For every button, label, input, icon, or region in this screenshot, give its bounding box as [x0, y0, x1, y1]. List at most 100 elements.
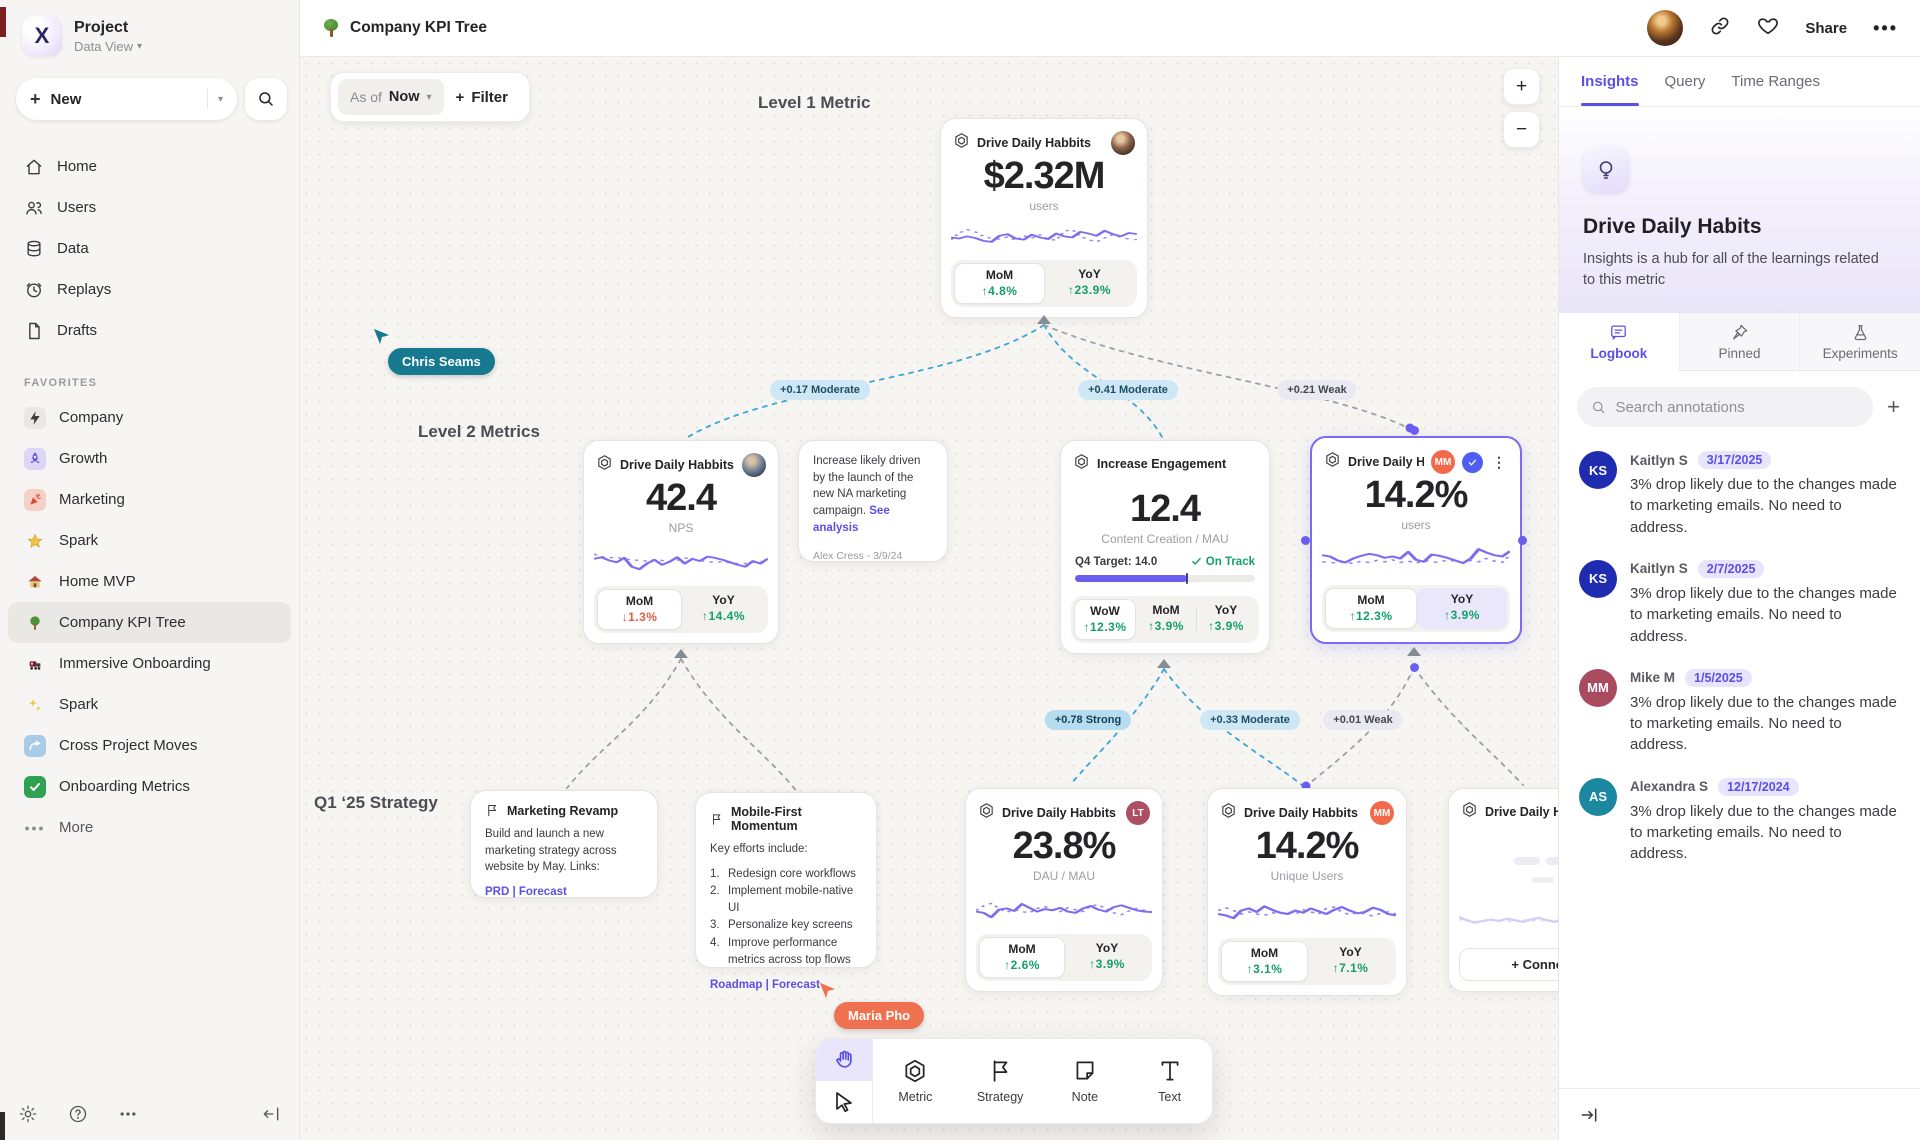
favorite-item-home-mvp[interactable]: Home MVP: [8, 561, 291, 602]
stat-wow[interactable]: WoW ↑12.3%: [1074, 599, 1136, 640]
metric-card-unique-users[interactable]: Drive Daily Habbits MM 14.2% Unique User…: [1207, 788, 1407, 996]
stat-mom[interactable]: MoM ↓1.3%: [597, 589, 682, 630]
chevron-down-icon[interactable]: ▾: [217, 93, 223, 105]
metric-card-dau-mau[interactable]: Drive Daily Habbits LT 23.8% DAU / MAU M…: [965, 788, 1163, 992]
favorite-item-growth[interactable]: Growth: [8, 438, 291, 479]
selection-handle[interactable]: [1410, 663, 1419, 672]
user-avatar[interactable]: [1647, 10, 1684, 46]
annotation-item[interactable]: AS Alexandra S 12/17/2024 3% drop likely …: [1579, 777, 1900, 865]
collaborator-badge[interactable]: LT: [1126, 801, 1150, 825]
metric-tool-button[interactable]: Metric: [873, 1039, 958, 1123]
tab-insights[interactable]: Insights: [1581, 57, 1639, 106]
help-icon[interactable]: [68, 1104, 88, 1124]
collapse-sidebar-icon[interactable]: [261, 1104, 281, 1124]
stat-mom[interactable]: MoM ↑2.6%: [979, 937, 1065, 978]
sidebar-item-data[interactable]: Data: [8, 228, 291, 269]
subtab-logbook[interactable]: Logbook: [1559, 313, 1679, 372]
select-tool-button[interactable]: [816, 1081, 872, 1123]
annotation-date-badge[interactable]: 2/7/2025: [1697, 559, 1765, 578]
collapse-children-toggle[interactable]: [1407, 647, 1421, 656]
stat-yoy[interactable]: YoY ↑7.1%: [1332, 945, 1369, 975]
collaborator-badge[interactable]: MM: [1431, 450, 1455, 474]
metric-card-drive-daily-habbits-l1[interactable]: Drive Daily Habbits $2.32M users MoM ↑4.8…: [940, 118, 1148, 318]
subtab-experiments[interactable]: Experiments: [1799, 313, 1920, 372]
share-button[interactable]: Share: [1805, 19, 1848, 37]
strategy-links[interactable]: Roadmap | Forecast: [710, 979, 820, 992]
favorite-item-onboarding-metrics[interactable]: Onboarding Metrics: [8, 766, 291, 807]
selection-handle[interactable]: [1301, 536, 1310, 545]
collapse-panel-icon[interactable]: [1579, 1105, 1599, 1125]
note-card-campaign[interactable]: Increase likely driven by the launch of …: [798, 440, 948, 562]
selection-handle[interactable]: [1410, 426, 1419, 435]
annotation-date-badge[interactable]: 12/17/2024: [1718, 777, 1799, 796]
add-filter-button[interactable]: + Filter: [456, 89, 522, 106]
stat-mom[interactable]: MoM ↑4.8%: [954, 263, 1045, 304]
sidebar-search-button[interactable]: [245, 78, 287, 120]
stat-mom[interactable]: MoM ↑12.3%: [1325, 588, 1417, 629]
sidebar-item-home[interactable]: Home: [8, 146, 291, 187]
more-menu-button[interactable]: •••: [1873, 17, 1898, 38]
favorite-heart-button[interactable]: [1757, 15, 1779, 42]
favorite-item-marketing[interactable]: Marketing: [8, 479, 291, 520]
collapse-children-toggle[interactable]: [674, 649, 688, 658]
collapse-children-toggle[interactable]: [1157, 659, 1171, 668]
favorite-item-company[interactable]: Company: [8, 397, 291, 438]
sidebar-item-users[interactable]: Users: [8, 187, 291, 228]
new-button[interactable]: + New ▾: [16, 78, 237, 120]
more-options-icon[interactable]: [118, 1104, 138, 1124]
stat-yoy[interactable]: YoY ↑14.4%: [701, 593, 746, 623]
sidebar-item-drafts[interactable]: Drafts: [8, 310, 291, 351]
card-menu-button[interactable]: ⋮: [1492, 454, 1506, 470]
stat-yoy[interactable]: YoY ↑3.9%: [1196, 599, 1256, 640]
subtab-pinned[interactable]: Pinned: [1678, 313, 1800, 372]
metric-card-drive-daily-habbits-selected[interactable]: Drive Daily Habb.. MM ⋮ 14.2% users MoM↑…: [1310, 436, 1522, 644]
text-tool-button[interactable]: Text: [1127, 1039, 1212, 1123]
annotation-date-badge[interactable]: 1/5/2025: [1685, 668, 1752, 687]
copy-link-button[interactable]: [1709, 15, 1731, 42]
stat-mom[interactable]: MoM ↑3.9%: [1148, 603, 1184, 633]
favorite-item-spark-2[interactable]: Spark: [8, 684, 291, 725]
note-tool-button[interactable]: Note: [1043, 1039, 1128, 1123]
metric-card-drive-daily-habbits-nps[interactable]: Drive Daily Habbits 42.4 NPS MoM ↓1.3% Yo…: [583, 440, 779, 644]
stat-yoy[interactable]: YoY ↑23.9%: [1067, 267, 1112, 297]
annotation-item[interactable]: KS Kaitlyn S 3/17/2025 3% drop likely due…: [1579, 451, 1900, 538]
favorite-item-immersive-onboarding[interactable]: Immersive Onboarding: [8, 643, 291, 684]
strategy-card-marketing-revamp[interactable]: Marketing Revamp Build and launch a new …: [470, 790, 658, 898]
owner-avatar[interactable]: [1111, 131, 1135, 155]
metric-card-unconnected[interactable]: Drive Daily Hab + Connect: [1448, 788, 1558, 992]
collapse-children-toggle[interactable]: [1037, 315, 1051, 324]
add-annotation-button[interactable]: +: [1887, 394, 1900, 420]
metric-card-increase-engagement[interactable]: Increase Engagement 12.4 Content Creatio…: [1060, 440, 1270, 654]
settings-gear-icon[interactable]: [18, 1104, 38, 1124]
zoom-in-button[interactable]: +: [1503, 68, 1540, 105]
favorite-item-company-kpi-tree[interactable]: Company KPI Tree: [8, 602, 291, 643]
connect-metric-button[interactable]: + Connect: [1459, 948, 1558, 981]
selection-handle[interactable]: [1518, 536, 1527, 545]
annotation-date-badge[interactable]: 3/17/2025: [1697, 451, 1772, 470]
tab-query[interactable]: Query: [1664, 73, 1706, 90]
collaborator-badge[interactable]: MM: [1370, 801, 1394, 825]
annotation-search-input[interactable]: [1615, 398, 1860, 416]
strategy-links[interactable]: PRD | Forecast: [485, 886, 567, 899]
kpi-tree-canvas[interactable]: As of Now ▾ + Filter + − Level 1 Metric …: [300, 57, 1558, 1140]
tab-time-ranges[interactable]: Time Ranges: [1731, 73, 1821, 90]
sidebar-item-replays[interactable]: Replays: [8, 269, 291, 310]
zoom-out-button[interactable]: −: [1503, 111, 1540, 148]
favorite-item-cross-project-moves[interactable]: Cross Project Moves: [8, 725, 291, 766]
as-of-selector[interactable]: As of Now ▾: [338, 79, 444, 115]
annotation-search[interactable]: [1577, 387, 1874, 428]
owner-avatar[interactable]: [742, 453, 766, 477]
see-analysis-link[interactable]: See analysis: [813, 505, 890, 534]
favorite-item-spark[interactable]: Spark: [8, 520, 291, 561]
strategy-card-mobile-first-momentum[interactable]: Mobile-First Momentum Key efforts includ…: [695, 792, 877, 991]
stat-yoy[interactable]: YoY ↑3.9%: [1417, 588, 1507, 629]
strategy-tool-button[interactable]: Strategy: [958, 1039, 1043, 1123]
project-view-selector[interactable]: Data View ▾: [74, 39, 142, 54]
stat-mom[interactable]: MoM ↑3.1%: [1221, 941, 1308, 982]
project-switcher[interactable]: X Project Data View ▾: [0, 0, 299, 56]
sidebar-more-button[interactable]: ••• More: [8, 807, 291, 848]
hand-tool-button[interactable]: [816, 1039, 872, 1081]
annotation-item[interactable]: KS Kaitlyn S 2/7/2025 3% drop likely due …: [1579, 559, 1900, 647]
annotation-item[interactable]: MM Mike M 1/5/2025 3% drop likely due to …: [1579, 668, 1900, 756]
stat-yoy[interactable]: YoY ↑3.9%: [1089, 941, 1125, 971]
